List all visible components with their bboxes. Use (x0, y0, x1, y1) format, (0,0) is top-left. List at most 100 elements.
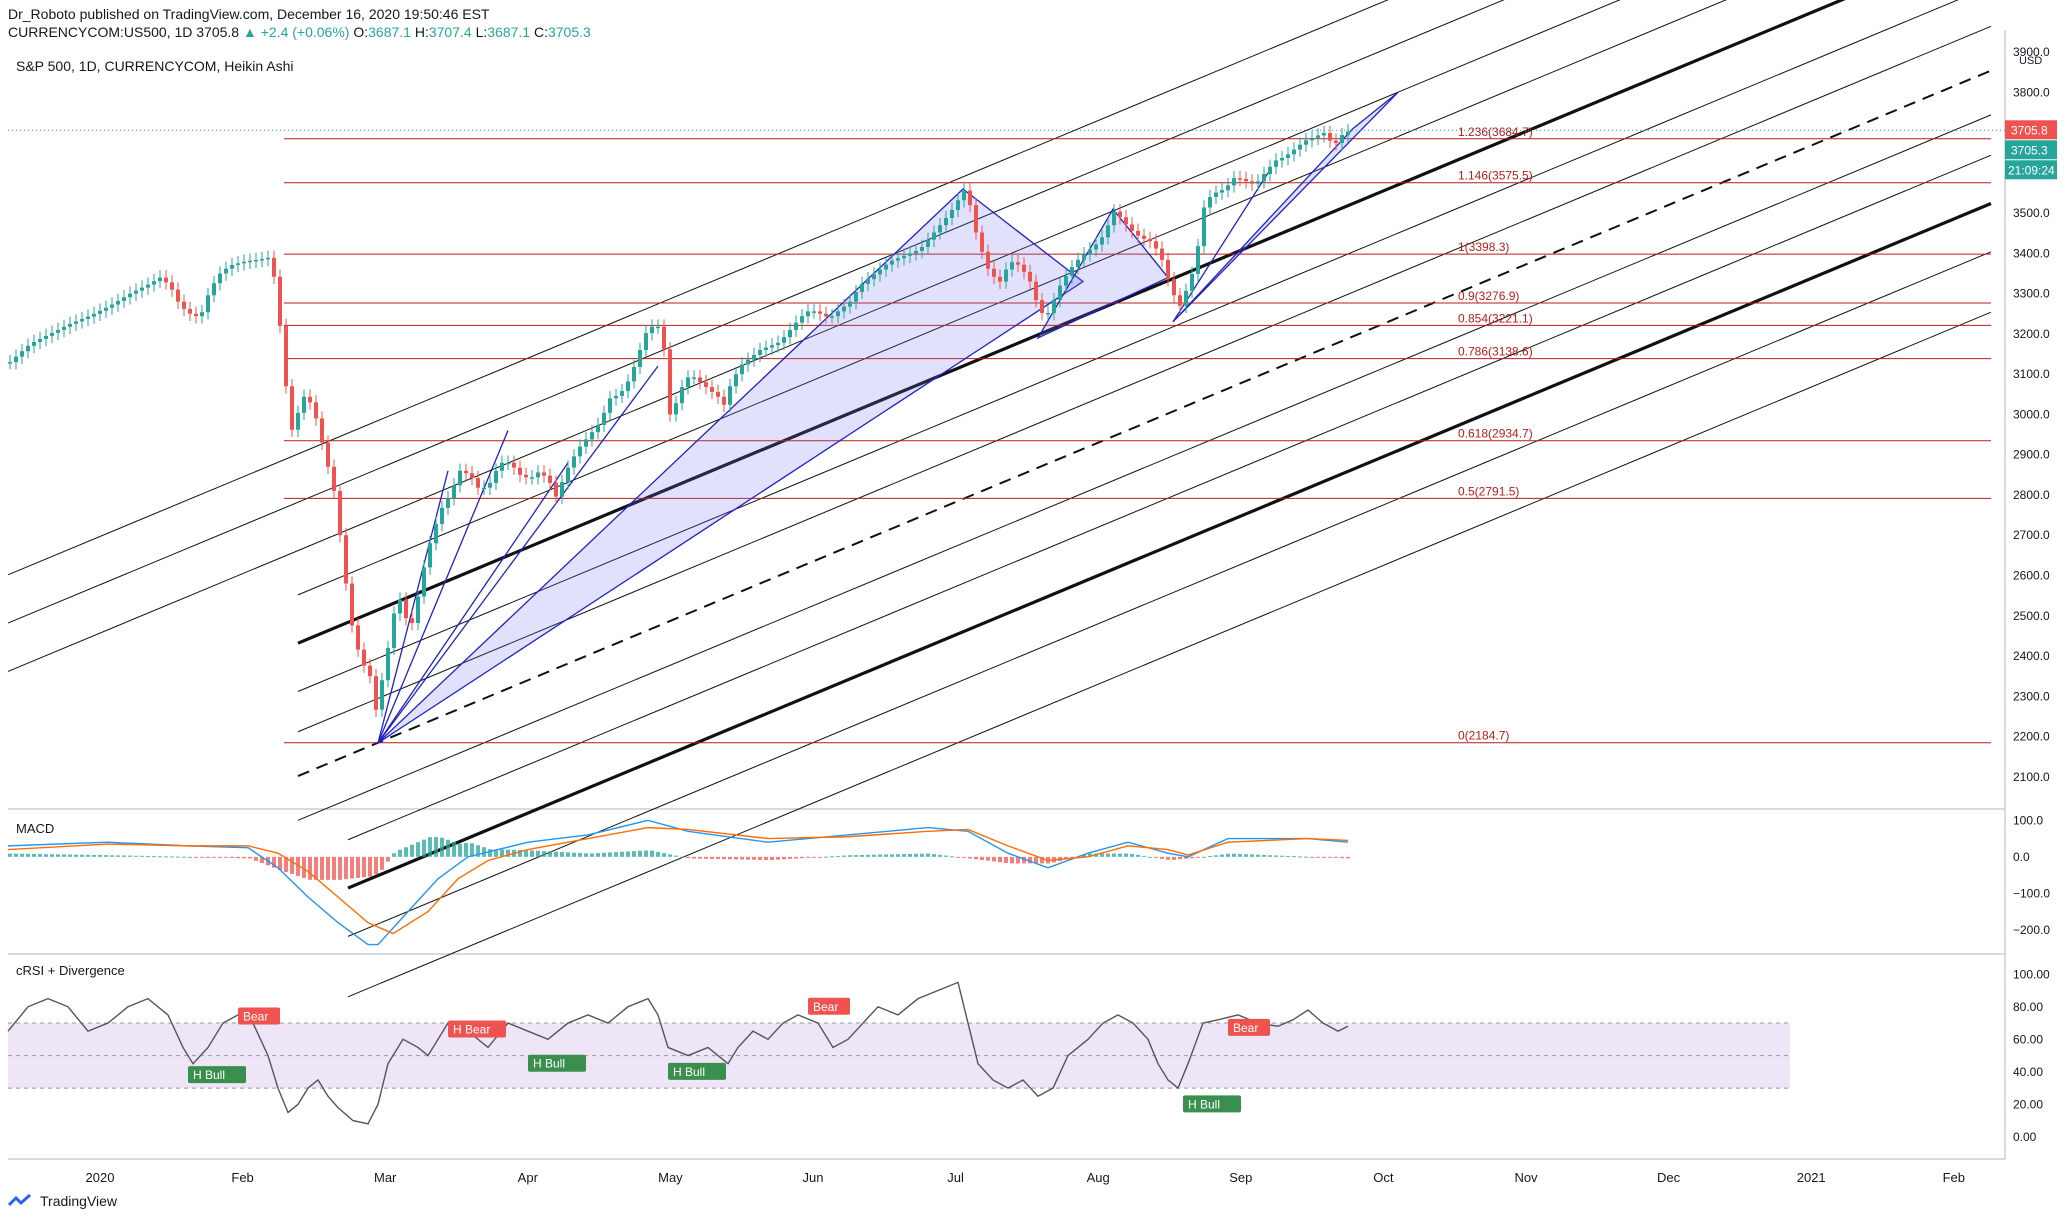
candle-body (866, 279, 870, 284)
candle-body (560, 482, 564, 497)
macd-histogram-bar (824, 856, 828, 858)
price-tick-label: 3100.0 (2013, 367, 2050, 381)
candle-body (158, 277, 162, 282)
candle-body (1154, 241, 1158, 249)
tradingview-logo[interactable]: TradingView (8, 1193, 117, 1209)
macd-histogram-bar (392, 853, 396, 857)
macd-histogram-bar (740, 856, 744, 860)
candle-body (734, 374, 738, 387)
macd-histogram-bar (272, 856, 276, 868)
macd-histogram-bar (296, 856, 300, 876)
macd-histogram-bar (1130, 853, 1134, 857)
candle-body (1220, 190, 1224, 193)
candle-body (614, 395, 618, 399)
macd-histogram-bar (854, 855, 858, 857)
candle-body (260, 259, 264, 261)
candle-body (758, 350, 762, 355)
candle-body (1232, 178, 1236, 186)
candle-body (668, 349, 672, 415)
candle-body (584, 439, 588, 447)
time-axis: 2020 Feb Mar Apr May Jun Jul Aug Sep Oct Nov Dec 202… (86, 1170, 1965, 1185)
macd-histogram-bar (1310, 856, 1314, 858)
candle-body (242, 261, 246, 264)
candle-body (512, 462, 516, 468)
macd-histogram-bar (518, 849, 522, 857)
candle-body (446, 498, 450, 508)
fan-triangle (377, 188, 1085, 744)
macd-histogram-bar (422, 839, 426, 857)
macd-line (7, 819, 1349, 946)
macd-histogram-bar (758, 856, 762, 860)
divergence-label: H Bull (673, 1065, 705, 1079)
macd-histogram-bar (488, 849, 492, 857)
macd-histogram-bar (866, 854, 870, 857)
macd-histogram-bar (26, 853, 30, 857)
candle-body (284, 325, 288, 387)
macd-histogram-bar (50, 854, 54, 857)
candle-body (434, 523, 438, 544)
macd-histogram-bar (1202, 856, 1206, 858)
candle-body (50, 332, 54, 336)
macd-histogram-bar (554, 851, 558, 857)
macd-histogram-bar (404, 847, 408, 857)
candle-body (578, 446, 582, 457)
candle-body (248, 260, 252, 263)
macd-histogram-bar (542, 851, 546, 857)
fib-level-label: 1(3398.3) (1458, 240, 1509, 254)
macd-histogram-bar (686, 856, 690, 859)
candle-body (506, 462, 510, 465)
macd-histogram-bar (86, 854, 90, 857)
publisher-line: Dr_Roboto published on TradingView.com, … (8, 6, 490, 22)
macd-histogram-bar (308, 856, 312, 880)
macd-histogram-bar (1172, 856, 1176, 860)
candle-body (1148, 238, 1152, 242)
macd-histogram-bar (98, 855, 102, 857)
macd-histogram-bar (1262, 854, 1266, 857)
time-tick-label: Apr (518, 1170, 539, 1185)
candle-body (1166, 259, 1170, 280)
macd-histogram-bar (734, 856, 738, 860)
candle-body (1298, 144, 1302, 150)
candle-body (122, 297, 126, 301)
time-tick-label: Nov (1514, 1170, 1538, 1185)
macd-histogram-bar (290, 856, 294, 874)
channel-line (297, 69, 1992, 777)
macd-histogram-bar (176, 856, 180, 858)
macd-histogram-bar (470, 843, 474, 857)
candle-body (716, 391, 720, 397)
macd-histogram-bar (716, 856, 720, 860)
macd-histogram-bar (56, 854, 60, 857)
macd-histogram-bar (590, 853, 594, 857)
macd-histogram-bar (1298, 856, 1302, 858)
macd-histogram-bar (278, 856, 282, 870)
candle-body (410, 618, 414, 624)
candle-body (908, 253, 912, 256)
candle-body (692, 377, 696, 379)
time-tick-label: Sep (1229, 1170, 1252, 1185)
fib-levels: 1.236(3684.7) 1.146(3575.5) 1(3398.3) 0.9(3… (284, 125, 1991, 744)
price-tick-label: 2400.0 (2013, 649, 2050, 663)
crsi-tick-label: 60.00 (2013, 1032, 2043, 1046)
divergence-label: Bear (243, 1010, 268, 1024)
divergence-label: H Bull (533, 1057, 565, 1071)
price-tick-label: 3300.0 (2013, 287, 2050, 301)
candle-body (980, 232, 984, 252)
divergence-label-box (1228, 1018, 1270, 1036)
fib-level-label: 0.5(2791.5) (1458, 484, 1519, 498)
candle-body (674, 403, 678, 415)
candle-body (566, 467, 570, 483)
candle-body (110, 304, 114, 308)
candle-body (344, 535, 348, 584)
macd-histogram-bar (1196, 856, 1200, 858)
candle-body (74, 321, 78, 324)
candle-body (104, 307, 108, 311)
candle-body (1190, 273, 1194, 291)
macd-histogram-bar (782, 856, 786, 860)
channel-line (297, 0, 1846, 645)
macd-histogram-bar (476, 845, 480, 857)
candle-body (476, 478, 480, 488)
price-tick-label: 3000.0 (2013, 407, 2050, 421)
candle-body (926, 239, 930, 247)
candle-body (1202, 207, 1206, 247)
